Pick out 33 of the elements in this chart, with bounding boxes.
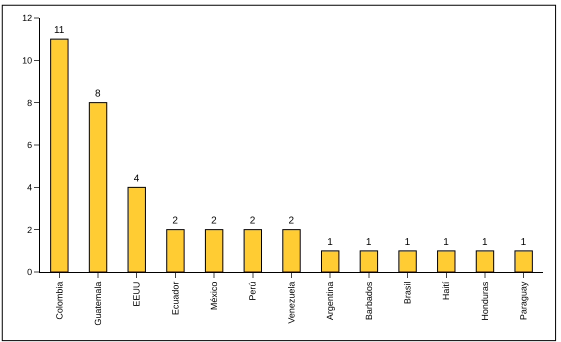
y-tick-label: 6 xyxy=(27,140,32,150)
x-tick-label: Paraguay xyxy=(518,281,529,320)
data-label: 1 xyxy=(404,236,411,248)
x-tick-label: Venezuela xyxy=(286,282,296,324)
x-tick-label: Guatemala xyxy=(92,282,103,326)
x-tick-label: Haití xyxy=(441,281,452,300)
data-label: 2 xyxy=(250,216,256,227)
y-tick-label: 8 xyxy=(27,98,32,108)
x-tick-label: México xyxy=(209,282,220,310)
data-label: 11 xyxy=(54,25,65,36)
data-label: 1 xyxy=(520,236,527,248)
x-tick-label: Brasil xyxy=(402,282,413,304)
x-tick-label: Barbados xyxy=(364,281,374,320)
x-tick-label: Honduras xyxy=(480,281,490,321)
data-label: 1 xyxy=(366,236,372,248)
data-label: 1 xyxy=(443,236,450,248)
data-label: 8 xyxy=(95,88,102,100)
y-tick-label: 12 xyxy=(22,13,32,24)
y-tick-label: 0 xyxy=(27,267,32,278)
data-label: 2 xyxy=(172,216,178,227)
data-label: 1 xyxy=(327,236,334,248)
x-tick-label: EEUU xyxy=(132,282,142,307)
data-label: 2 xyxy=(211,216,218,227)
y-tick-label: 10 xyxy=(22,55,32,66)
x-tick-label: Colombia xyxy=(54,282,64,320)
x-tick-label: Argentina xyxy=(325,282,336,320)
data-label: 4 xyxy=(134,173,140,184)
x-tick-label: Ecuador xyxy=(170,282,180,316)
data-label: 2 xyxy=(288,216,294,227)
y-tick-label: 2 xyxy=(27,224,32,235)
x-tick-label: Perú xyxy=(248,282,258,301)
y-tick-label: 4 xyxy=(27,182,32,192)
data-label: 1 xyxy=(482,236,488,248)
